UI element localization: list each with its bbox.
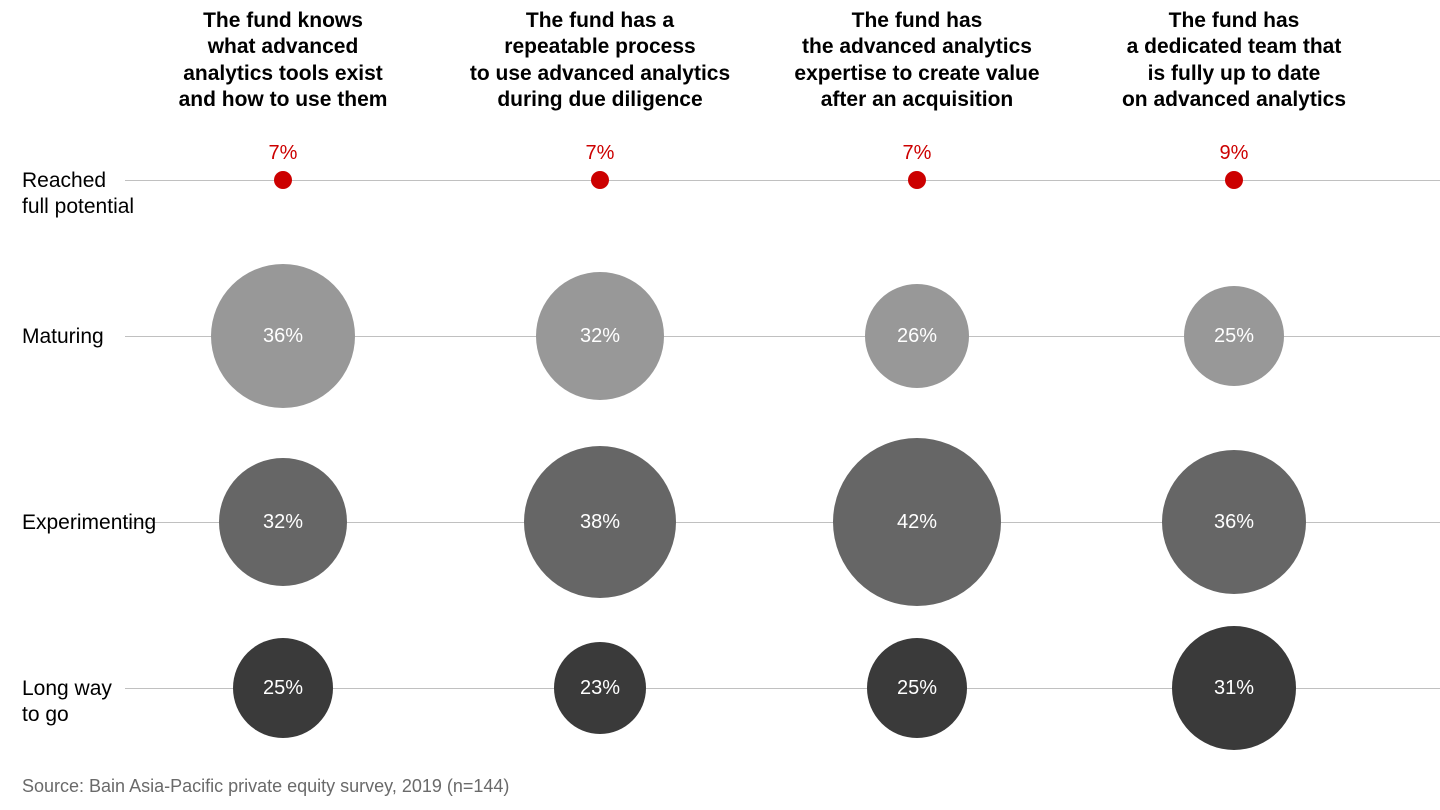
- column-header: The fund has arepeatable processto use a…: [450, 8, 750, 113]
- data-dot: [274, 171, 292, 189]
- row-label: Experimenting: [22, 510, 182, 536]
- data-dot: [1225, 171, 1243, 189]
- data-bubble: 36%: [211, 264, 355, 408]
- data-bubble: 25%: [1184, 286, 1284, 386]
- data-bubble-label: 42%: [897, 511, 937, 534]
- data-bubble-label: 32%: [580, 325, 620, 348]
- data-dot-label: 7%: [903, 142, 932, 165]
- data-bubble-label: 36%: [263, 325, 303, 348]
- data-bubble-label: 25%: [1214, 325, 1254, 348]
- data-dot-label: 7%: [586, 142, 615, 165]
- data-bubble-label: 32%: [263, 511, 303, 534]
- data-bubble-label: 36%: [1214, 511, 1254, 534]
- data-bubble: 31%: [1172, 626, 1296, 750]
- data-bubble: 42%: [833, 438, 1001, 606]
- data-dot-label: 7%: [269, 142, 298, 165]
- row-label: Maturing: [22, 324, 182, 350]
- data-bubble-label: 25%: [263, 677, 303, 700]
- data-bubble-label: 38%: [580, 511, 620, 534]
- data-dot: [591, 171, 609, 189]
- data-bubble: 23%: [554, 642, 646, 734]
- data-bubble: 26%: [865, 284, 969, 388]
- data-bubble: 36%: [1162, 450, 1306, 594]
- row-label: Reachedfull potential: [22, 168, 182, 221]
- data-bubble: 32%: [536, 272, 664, 400]
- data-bubble-label: 26%: [897, 325, 937, 348]
- data-dot: [908, 171, 926, 189]
- data-bubble: 25%: [867, 638, 967, 738]
- data-bubble: 32%: [219, 458, 347, 586]
- data-bubble-label: 31%: [1214, 677, 1254, 700]
- bubble-matrix-chart: The fund knowswhat advancedanalytics too…: [0, 0, 1440, 810]
- data-bubble: 38%: [524, 446, 676, 598]
- column-header: The fund hasa dedicated team thatis full…: [1084, 8, 1384, 113]
- column-header: The fund knowswhat advancedanalytics too…: [133, 8, 433, 113]
- source-note: Source: Bain Asia-Pacific private equity…: [22, 776, 509, 797]
- row-label: Long wayto go: [22, 676, 182, 729]
- data-bubble: 25%: [233, 638, 333, 738]
- data-bubble-label: 25%: [897, 677, 937, 700]
- data-bubble-label: 23%: [580, 677, 620, 700]
- column-header: The fund hasthe advanced analyticsexpert…: [767, 8, 1067, 113]
- data-dot-label: 9%: [1220, 142, 1249, 165]
